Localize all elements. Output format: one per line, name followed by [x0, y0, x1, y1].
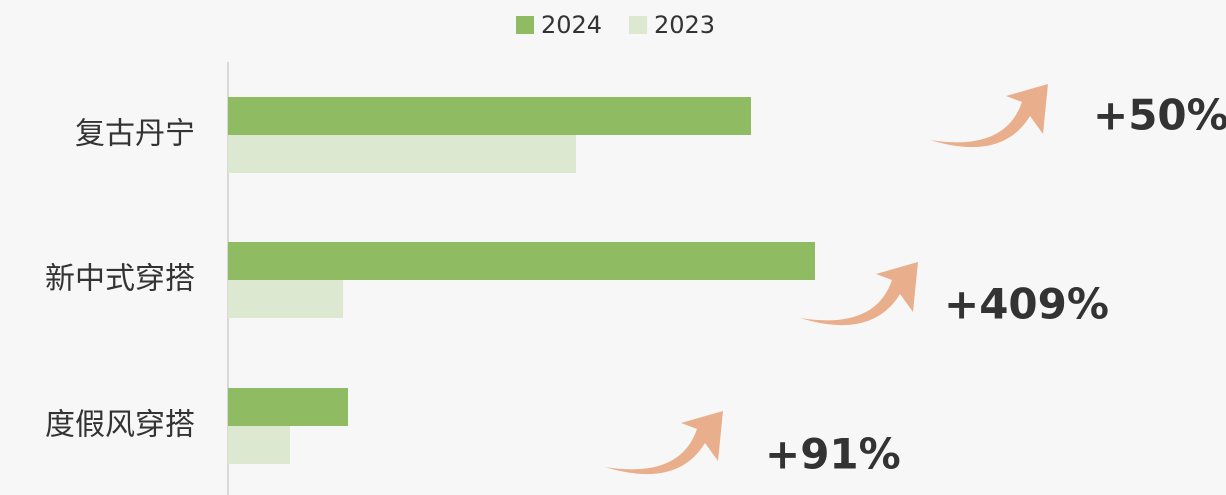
- bar: [228, 280, 343, 318]
- legend-swatch: [629, 16, 647, 34]
- bar: [228, 97, 751, 135]
- growth-label: +409%: [944, 280, 1109, 329]
- growth-arrow: [605, 411, 723, 475]
- bar: [228, 242, 815, 280]
- growth-label: +91%: [765, 430, 901, 479]
- growth-arrow: [800, 262, 918, 326]
- category-label: 复古丹宁: [75, 117, 195, 152]
- category-label: 度假风穿搭: [45, 408, 195, 443]
- growth-arrow: [930, 84, 1048, 148]
- growth-label: +50%: [1093, 91, 1226, 140]
- bar: [228, 388, 348, 426]
- legend-label: 2023: [654, 11, 715, 39]
- bar: [228, 426, 290, 464]
- category-label: 新中式穿搭: [45, 262, 195, 297]
- legend-label: 2024: [541, 11, 602, 39]
- bar: [228, 135, 576, 173]
- legend-swatch: [516, 16, 534, 34]
